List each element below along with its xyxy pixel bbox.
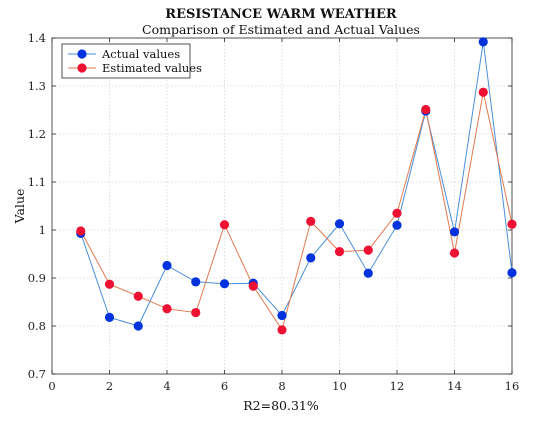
series-2-point [478, 87, 488, 97]
series-2-point [334, 247, 345, 257]
series-1-point [133, 321, 143, 331]
series-1-point [363, 268, 373, 278]
chart-title: RESISTANCE WARM WEATHER [165, 7, 397, 22]
y-tick-label: 1 [39, 223, 46, 237]
plot-area: 0 2 4 6 8 10 12 14 16 0.7 0.8 0.9 1 1.1 1.2 1.3 1.4 Actua… [28, 31, 520, 393]
series-2-point [191, 307, 201, 318]
y-tick-label: 1.1 [28, 175, 46, 189]
legend-entry-label: Actual values [101, 47, 180, 61]
x-tick-label: 6 [221, 379, 228, 393]
series-1-point [392, 220, 402, 230]
series-line-1 [80, 41, 513, 327]
series-line-2 [80, 92, 513, 332]
series-1-point [478, 37, 488, 47]
series-2-point [219, 220, 230, 230]
series-2-point [133, 291, 143, 301]
series-2-point [392, 208, 402, 218]
series-1-point [219, 279, 230, 289]
y-tick-label: 1.2 [28, 127, 46, 141]
series-1-point [507, 268, 517, 278]
series-2-point [421, 104, 431, 115]
series-2-point [277, 325, 287, 335]
y-tick-label: 1.4 [28, 31, 46, 45]
x-tick-label: 8 [278, 379, 285, 393]
series-1-point [277, 310, 287, 321]
legend-marker [77, 63, 87, 73]
legend-marker [77, 49, 87, 59]
series-2-point [162, 304, 172, 314]
x-tick-label: 10 [332, 379, 347, 393]
series-1-point [191, 277, 201, 287]
series-1-point [334, 219, 345, 229]
y-tick-label: 0.8 [28, 319, 46, 333]
chart-subtitle: Comparison of Estimated and Actual Value… [142, 22, 420, 37]
series-2-point [104, 279, 115, 289]
series-1-point [449, 227, 460, 237]
x-tick-label: 0 [48, 379, 55, 393]
legend-entry-label: Estimated values [102, 61, 202, 75]
series-1-point [306, 253, 316, 263]
x-tick-label: 2 [106, 379, 113, 393]
x-tick-label: 14 [447, 379, 462, 393]
y-axis-label: Value [12, 189, 27, 225]
series-2-point [76, 226, 86, 236]
series-2-point [306, 216, 316, 226]
series-1-point [162, 260, 172, 271]
x-tick-label: 4 [163, 379, 170, 393]
series-2-point [248, 281, 258, 291]
series-2-point [363, 245, 373, 255]
y-tick-label: 1.3 [28, 79, 46, 93]
x-axis-label: R2=80.31% [243, 398, 319, 413]
series-1-point [104, 312, 115, 322]
y-tick-label: 0.9 [28, 271, 46, 285]
x-tick-label: 16 [505, 379, 520, 393]
y-tick-label: 0.7 [28, 367, 46, 381]
x-tick-label: 12 [390, 379, 405, 393]
series-2-point [449, 248, 460, 258]
series-2-point [507, 219, 517, 229]
